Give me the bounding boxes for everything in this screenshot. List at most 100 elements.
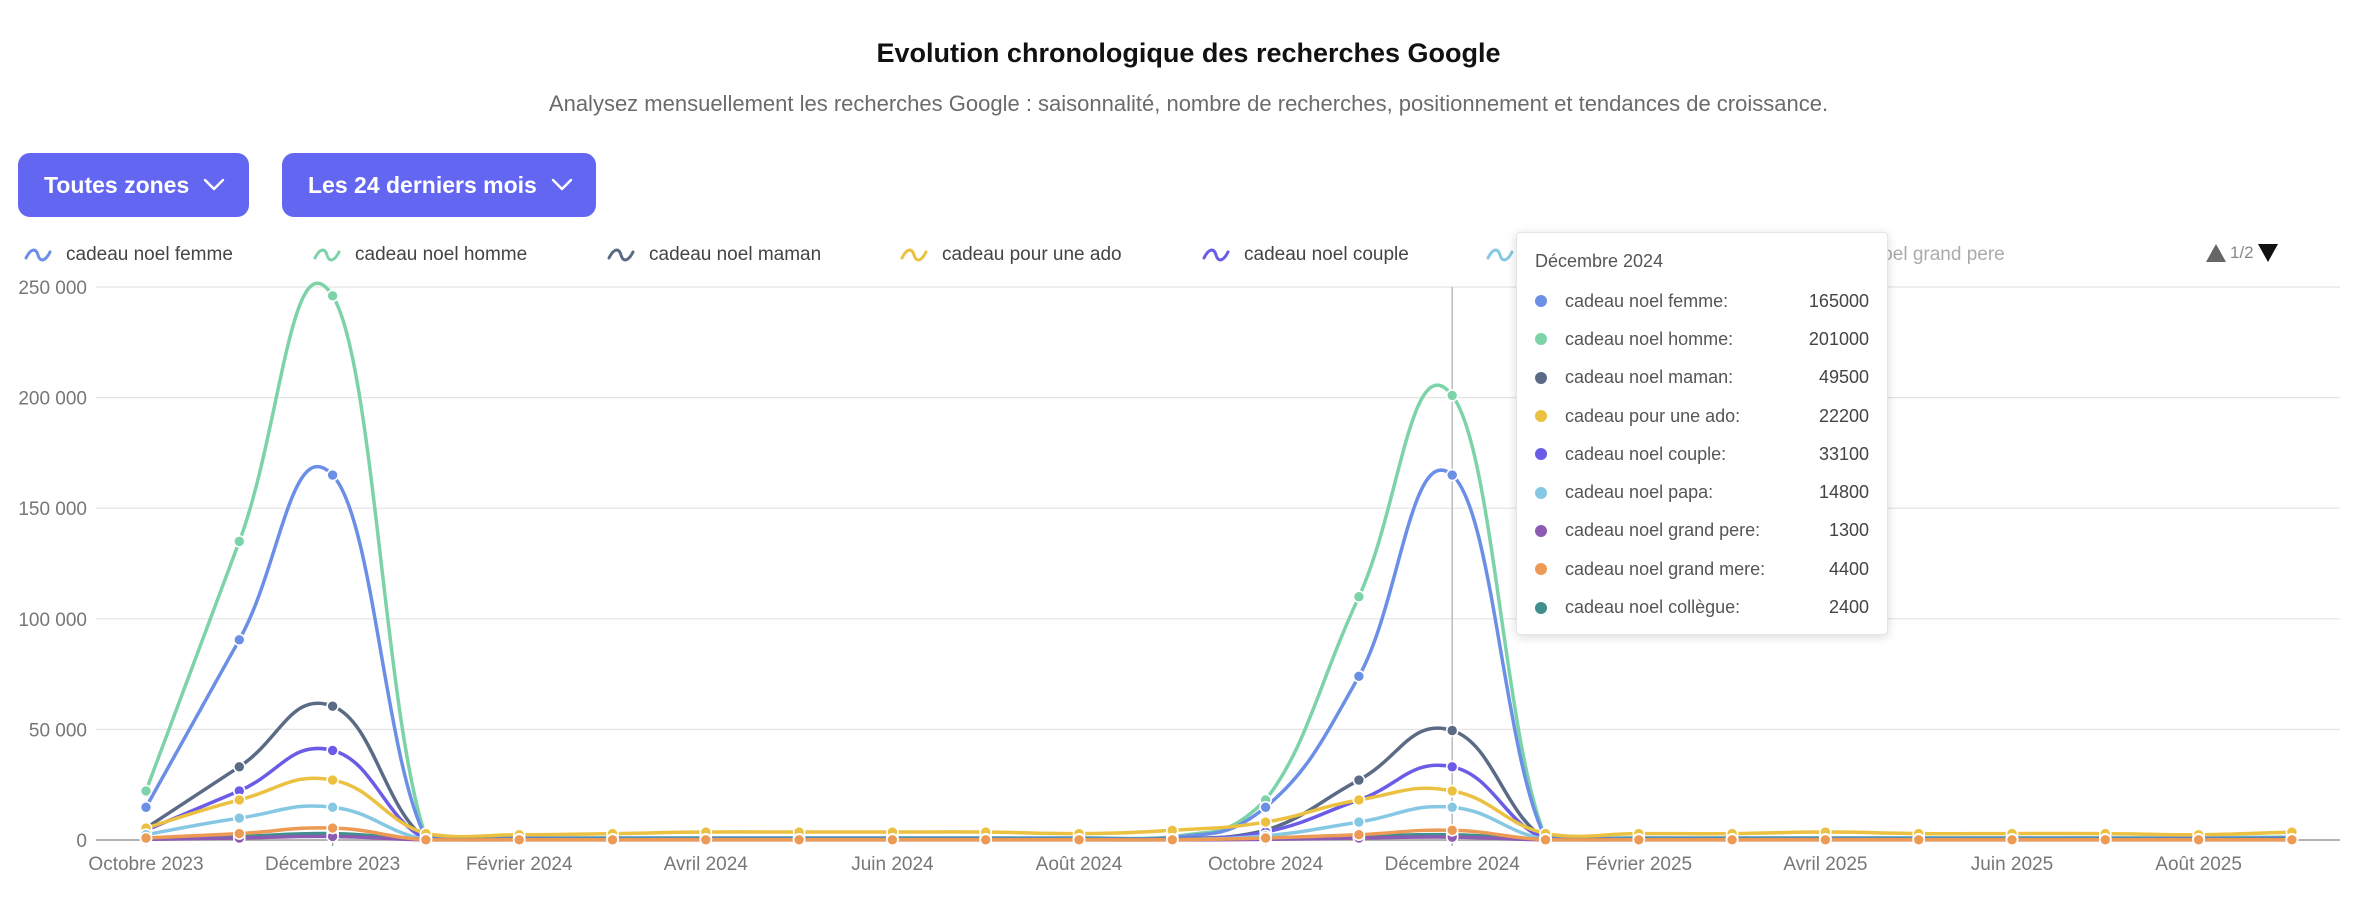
y-tick-label: 0	[76, 831, 87, 852]
legend-item[interactable]: cadeau pour une ado	[900, 240, 1122, 270]
legend-line-icon	[313, 248, 341, 262]
data-point	[233, 793, 246, 807]
data-point	[233, 535, 246, 548]
legend-item[interactable]: cadeau noel homme	[313, 240, 527, 270]
data-point	[1819, 833, 1832, 847]
data-point	[886, 833, 899, 847]
legend-pager: 1/2	[2206, 243, 2278, 263]
tooltip-row: cadeau noel homme: 201000	[1535, 320, 1869, 358]
tooltip-row-label: cadeau noel maman:	[1565, 367, 1734, 388]
tooltip-row: cadeau noel femme: 165000	[1535, 282, 1869, 320]
tooltip-row-label: cadeau noel papa:	[1565, 482, 1714, 503]
period-dropdown-label: Les 24 derniers mois	[308, 171, 537, 198]
data-point	[979, 833, 993, 847]
series-dot-icon	[1535, 333, 1547, 346]
data-point	[1912, 833, 1925, 847]
data-point	[2099, 833, 2112, 847]
data-point	[419, 833, 433, 847]
x-tick-label: Août 2025	[2155, 854, 2242, 875]
tooltip-row: cadeau pour une ado: 22200	[1535, 397, 1869, 435]
data-point	[699, 833, 713, 847]
data-point	[326, 289, 339, 303]
data-point	[233, 633, 246, 647]
data-point	[1445, 760, 1459, 774]
series-dot-icon	[1535, 448, 1547, 461]
data-point	[1259, 800, 1272, 814]
series-dot-icon	[1535, 563, 1547, 576]
legend-page-up-icon[interactable]	[2206, 244, 2226, 262]
chart-title: Evolution chronologique des recherches G…	[876, 38, 1501, 68]
legend-page-indicator: 1/2	[2230, 243, 2254, 262]
data-point	[1352, 828, 1366, 841]
tooltip-row-value: 1300	[1828, 520, 1869, 541]
legend-page-down-icon[interactable]	[2257, 244, 2278, 262]
tooltip-row-label: cadeau noel grand mere:	[1565, 558, 1766, 579]
data-point	[2005, 833, 2019, 847]
tooltip-row-label: cadeau noel femme:	[1565, 290, 1729, 311]
zone-dropdown[interactable]: Toutes zones	[18, 153, 249, 217]
tooltip-row-label: cadeau noel couple:	[1565, 443, 1727, 464]
data-point	[233, 760, 246, 774]
data-point	[2285, 833, 2299, 847]
x-tick-label: Février 2024	[466, 854, 573, 875]
chevron-down-icon	[204, 178, 225, 191]
data-point	[233, 811, 246, 825]
data-point	[1352, 793, 1366, 807]
data-point	[1445, 800, 1459, 814]
chart-subtitle: Analysez mensuellement les recherches Go…	[548, 91, 1829, 116]
tooltip-row-value: 165000	[1808, 290, 1869, 311]
legend-item-label: cadeau noel couple	[1244, 244, 1409, 265]
x-tick-label: Décembre 2024	[1385, 854, 1521, 875]
data-point	[1445, 724, 1459, 737]
legend-item[interactable]: cadeau noel couple	[1202, 240, 1409, 270]
x-tick-label: Octobre 2023	[88, 854, 203, 875]
legend-item[interactable]: cadeau noel maman	[607, 240, 821, 270]
data-point	[326, 800, 339, 814]
y-tick-label: 100 000	[18, 610, 87, 631]
tooltip-row-value: 2400	[1828, 597, 1869, 618]
x-tick-label: Avril 2025	[1783, 854, 1867, 875]
data-point	[139, 800, 153, 814]
tooltip-row-value: 33100	[1818, 443, 1869, 464]
tooltip-row: cadeau noel grand pere: 1300	[1535, 512, 1869, 550]
x-tick-label: Avril 2024	[664, 854, 749, 875]
series-dot-icon	[1535, 601, 1547, 614]
data-point	[606, 833, 619, 847]
series-line	[144, 281, 2294, 841]
tooltip-row-value: 22200	[1818, 405, 1869, 426]
tooltip-row-value: 201000	[1808, 328, 1869, 349]
period-dropdown[interactable]: Les 24 derniers mois	[282, 153, 596, 217]
series-line	[144, 826, 2294, 842]
x-tick-label: Décembre 2023	[265, 854, 400, 875]
data-point	[139, 784, 153, 798]
data-point	[1445, 468, 1459, 482]
legend-item-label: cadeau pour une ado	[942, 244, 1122, 265]
y-tick-label: 150 000	[18, 499, 87, 520]
series-line	[144, 701, 2294, 842]
legend-item-label: cadeau noel maman	[649, 244, 822, 265]
data-point	[326, 821, 339, 835]
series-line	[144, 776, 2294, 839]
data-point	[233, 827, 246, 840]
tooltip-row-label: cadeau noel grand pere:	[1565, 520, 1761, 541]
legend-line-icon	[900, 248, 928, 262]
data-point	[1445, 389, 1459, 402]
tooltip-row-value: 14800	[1818, 482, 1869, 503]
tooltip-row-label: cadeau pour une ado:	[1565, 405, 1741, 426]
x-tick-label: Février 2025	[1585, 854, 1692, 875]
legend-line-icon	[1486, 248, 1514, 262]
data-point	[1352, 815, 1366, 829]
data-point	[1445, 784, 1459, 798]
series-dot-icon	[1535, 371, 1547, 384]
legend-line-icon	[24, 248, 52, 262]
tooltip-row-label: cadeau noel homme:	[1565, 328, 1734, 349]
y-tick-label: 200 000	[18, 389, 87, 410]
y-tick-label: 50 000	[29, 720, 87, 741]
tooltip-row: cadeau noel couple: 33100	[1535, 435, 1869, 473]
data-point	[1166, 833, 1179, 847]
x-tick-label: Juin 2024	[851, 854, 934, 875]
series-line	[144, 464, 2294, 841]
legend-item[interactable]: cadeau noel femme	[24, 240, 233, 270]
data-point	[1352, 670, 1366, 683]
